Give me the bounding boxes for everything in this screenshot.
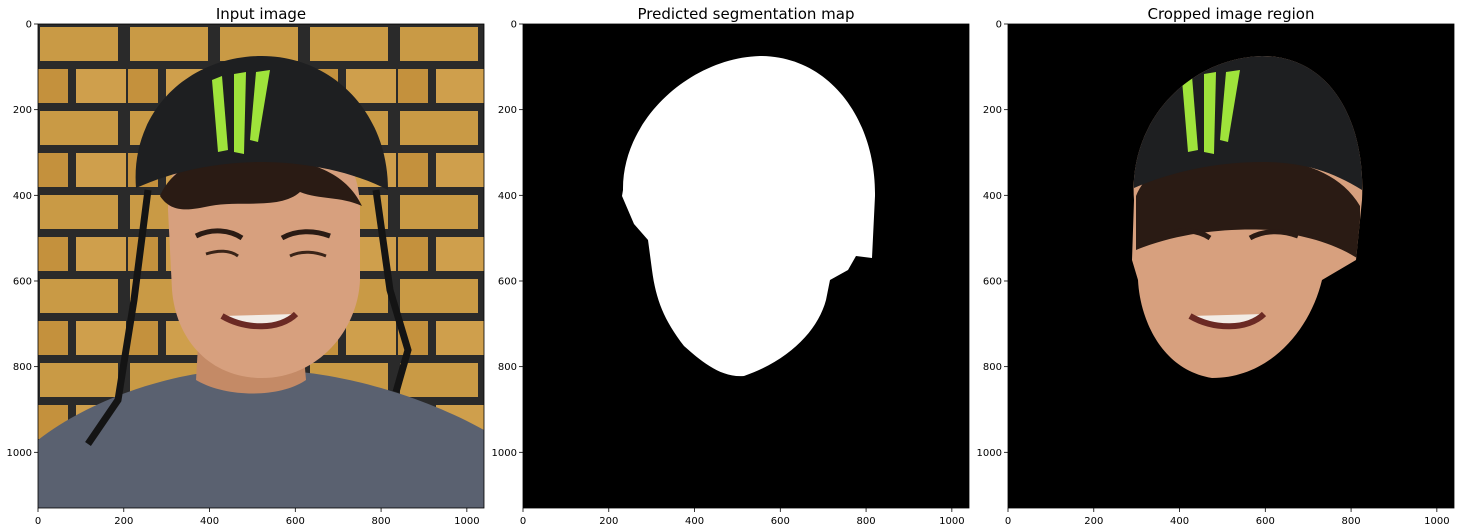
y-tick-label: 800 xyxy=(498,362,517,373)
panel-segmentation-map: Predicted segmentation map xyxy=(522,5,970,509)
shirt xyxy=(38,372,484,508)
y-tick-label: 0 xyxy=(996,20,1002,31)
y-tick-label: 200 xyxy=(498,105,517,116)
y-tick-label: 1000 xyxy=(492,448,517,459)
y-tick-label: 400 xyxy=(983,191,1002,202)
cropped-face xyxy=(1132,56,1363,378)
y-tick-label: 400 xyxy=(498,191,517,202)
input-photo xyxy=(38,24,484,508)
x-tick-label: 600 xyxy=(286,516,305,527)
monster-logo-icon xyxy=(212,70,270,154)
x-tick-label: 400 xyxy=(200,516,219,527)
x-tick-label: 0 xyxy=(1005,516,1011,527)
y-tick-label: 600 xyxy=(498,276,517,287)
x-tick-label: 200 xyxy=(599,516,618,527)
y-tick-label: 800 xyxy=(983,362,1002,373)
y-tick-label: 200 xyxy=(983,105,1002,116)
x-tick-label: 800 xyxy=(857,516,876,527)
y-tick-label: 600 xyxy=(13,276,32,287)
y-tick-label: 1000 xyxy=(977,448,1002,459)
y-tick-label: 1000 xyxy=(7,448,32,459)
panel-input-image: Input image xyxy=(37,5,485,509)
x-tick-label: 800 xyxy=(372,516,391,527)
x-tick-label: 1000 xyxy=(454,516,479,527)
x-tick-label: 1000 xyxy=(1424,516,1449,527)
y-tick-label: 800 xyxy=(13,362,32,373)
x-tick-label: 0 xyxy=(520,516,526,527)
y-tick-label: 600 xyxy=(983,276,1002,287)
x-tick-label: 600 xyxy=(1256,516,1275,527)
mask-foreground xyxy=(622,56,876,377)
panel-title: Input image xyxy=(216,5,306,23)
x-tick-label: 1000 xyxy=(939,516,964,527)
x-tick-label: 200 xyxy=(114,516,133,527)
x-tick-label: 600 xyxy=(771,516,790,527)
x-tick-label: 400 xyxy=(685,516,704,527)
hair xyxy=(160,154,362,210)
y-tick-label: 400 xyxy=(13,191,32,202)
x-tick-label: 200 xyxy=(1084,516,1103,527)
x-tick-label: 0 xyxy=(35,516,41,527)
y-tick-label: 0 xyxy=(26,20,32,31)
y-tick-label: 200 xyxy=(13,105,32,116)
panel-title: Cropped image region xyxy=(1148,5,1315,23)
x-tick-label: 400 xyxy=(1170,516,1189,527)
panel-cropped-image: Cropped image region xyxy=(1007,5,1455,509)
x-tick-label: 800 xyxy=(1342,516,1361,527)
helmet xyxy=(135,56,388,190)
y-tick-label: 0 xyxy=(511,20,517,31)
panel-title: Predicted segmentation map xyxy=(638,5,855,23)
